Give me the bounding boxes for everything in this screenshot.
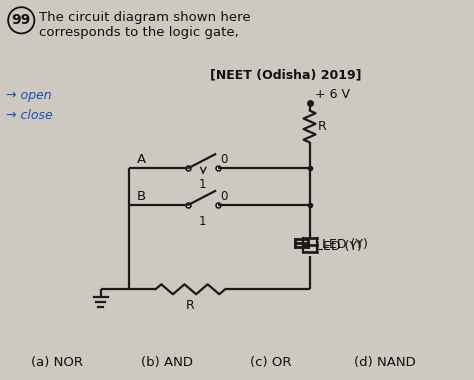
Text: R: R [186, 299, 195, 312]
Text: LED (Y): LED (Y) [316, 240, 361, 253]
Text: 0: 0 [220, 153, 228, 166]
Text: + 6 V: + 6 V [315, 88, 349, 101]
Text: [NEET (Odisha) 2019]: [NEET (Odisha) 2019] [210, 69, 362, 82]
Text: 1: 1 [198, 215, 206, 228]
Text: → open: → open [6, 89, 52, 102]
Text: (a) NOR: (a) NOR [31, 356, 83, 369]
Text: → close: → close [6, 109, 53, 122]
Text: (d) NAND: (d) NAND [354, 356, 416, 369]
Text: 1: 1 [198, 178, 206, 191]
Text: 0: 0 [220, 190, 228, 203]
Text: B: B [137, 190, 146, 203]
Text: (b) AND: (b) AND [141, 356, 192, 369]
Text: 99: 99 [12, 13, 31, 27]
Text: A: A [137, 153, 146, 166]
Text: LED (Y): LED (Y) [321, 238, 367, 251]
Text: R: R [318, 120, 326, 133]
Text: (c) OR: (c) OR [250, 356, 292, 369]
Text: The circuit diagram shown here
corresponds to the logic gate,: The circuit diagram shown here correspon… [39, 11, 251, 39]
